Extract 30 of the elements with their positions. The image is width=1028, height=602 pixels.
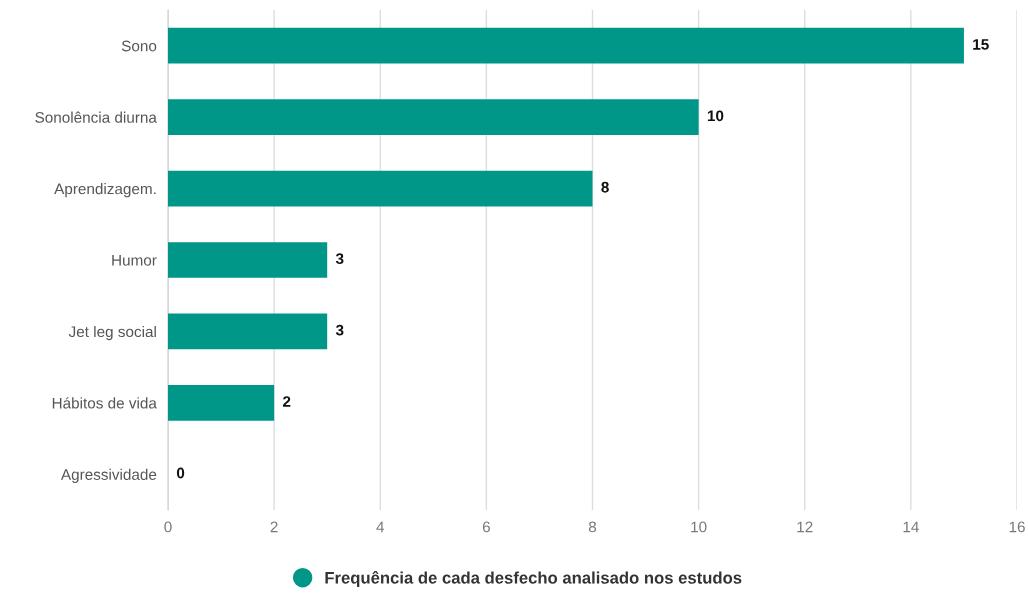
x-tick-label: 2: [270, 521, 278, 533]
bar: [168, 242, 328, 278]
y-tick-label: Hábitos de vida: [52, 397, 157, 409]
bar: [168, 385, 275, 421]
x-tick-label: 4: [376, 521, 385, 533]
bar: [168, 27, 964, 64]
bar: [168, 170, 593, 207]
y-tick-label: Agressividade: [60, 468, 157, 483]
data-label: 0: [176, 467, 185, 479]
y-tick-label: Sonolência diurna: [35, 111, 157, 123]
data-label: 3: [335, 324, 344, 336]
y-tick-label: Sono: [121, 40, 157, 52]
data-label: 8: [601, 181, 609, 193]
y-tick-label: Aprendizagem.: [54, 183, 156, 198]
legend-label: Frequência de cada desfecho analisado nos estudos: [325, 571, 742, 587]
y-tick-label: Jet leg social: [68, 325, 156, 341]
data-label: 10: [707, 110, 724, 122]
x-tick-label: 0: [164, 521, 172, 533]
data-label: 2: [282, 396, 291, 407]
bar: [168, 313, 328, 350]
data-label: 3: [335, 253, 344, 265]
data-label: 15: [973, 39, 989, 50]
bar: [168, 99, 699, 135]
y-tick-label: Humor: [112, 255, 157, 266]
x-tick-label: 8: [588, 521, 597, 533]
x-tick-label: 6: [482, 521, 490, 533]
x-tick-label: 16: [1009, 521, 1025, 533]
x-tick-label: 14: [903, 521, 919, 533]
x-tick-label: 10: [691, 521, 707, 533]
x-tick-label: 12: [797, 521, 813, 533]
